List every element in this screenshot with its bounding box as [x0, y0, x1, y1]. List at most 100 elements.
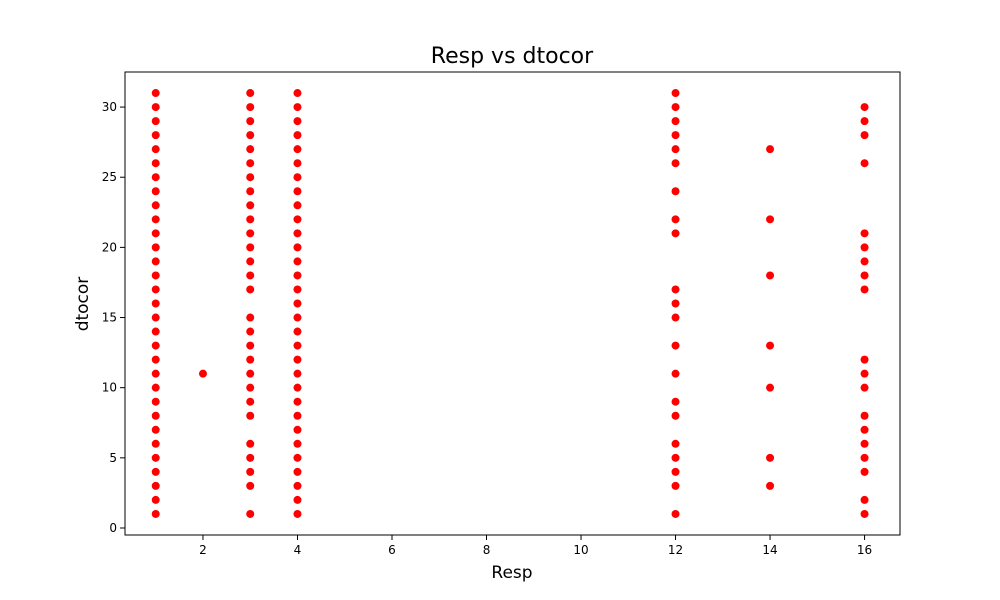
- data-point: [293, 229, 302, 238]
- y-tick-label: 20: [102, 240, 117, 254]
- data-point: [246, 467, 255, 476]
- data-point: [671, 285, 680, 294]
- data-point: [151, 117, 160, 126]
- data-point: [151, 173, 160, 182]
- data-point: [671, 439, 680, 448]
- data-point: [671, 411, 680, 420]
- data-point: [293, 313, 302, 322]
- data-point: [198, 369, 207, 378]
- data-point: [151, 425, 160, 434]
- y-axis-ticks: 0 5 10 15 20 25 30: [102, 100, 125, 535]
- x-tick-label: 12: [668, 543, 683, 557]
- data-point: [293, 369, 302, 378]
- data-point: [151, 313, 160, 322]
- x-axis-label: Resp: [491, 563, 532, 583]
- data-point: [151, 159, 160, 168]
- data-point: [246, 411, 255, 420]
- data-point: [151, 369, 160, 378]
- y-tick-label: 15: [102, 311, 117, 325]
- data-point: [671, 481, 680, 490]
- data-point: [293, 103, 302, 112]
- data-point: [293, 495, 302, 504]
- data-point: [151, 481, 160, 490]
- data-point: [246, 257, 255, 266]
- chart-title: Resp vs dtocor: [431, 44, 594, 69]
- data-point: [671, 467, 680, 476]
- data-point: [671, 369, 680, 378]
- data-point: [766, 383, 775, 392]
- data-point: [246, 355, 255, 364]
- data-point: [293, 425, 302, 434]
- x-axis-ticks: 2 4 6 8 10 12 14 16: [199, 535, 872, 557]
- data-point: [766, 341, 775, 350]
- data-point: [766, 215, 775, 224]
- x-tick-label: 14: [762, 543, 777, 557]
- data-point: [671, 453, 680, 462]
- data-point: [246, 397, 255, 406]
- data-point: [151, 271, 160, 280]
- data-point: [246, 285, 255, 294]
- data-point: [671, 187, 680, 196]
- data-point: [151, 453, 160, 462]
- data-point: [293, 467, 302, 476]
- data-point: [246, 89, 255, 98]
- data-point: [151, 103, 160, 112]
- data-point: [246, 103, 255, 112]
- data-point: [246, 159, 255, 168]
- data-point: [671, 215, 680, 224]
- data-point: [293, 187, 302, 196]
- data-point: [860, 439, 869, 448]
- data-point: [151, 439, 160, 448]
- data-point: [671, 397, 680, 406]
- data-point: [293, 327, 302, 336]
- data-point: [151, 201, 160, 210]
- data-point: [246, 341, 255, 350]
- data-point: [860, 453, 869, 462]
- data-point: [246, 201, 255, 210]
- data-point: [246, 481, 255, 490]
- data-point: [860, 495, 869, 504]
- data-point: [860, 103, 869, 112]
- data-point: [151, 257, 160, 266]
- data-point: [151, 89, 160, 98]
- data-point: [293, 439, 302, 448]
- data-point: [246, 145, 255, 154]
- data-point: [293, 299, 302, 308]
- data-point: [246, 369, 255, 378]
- data-point: [860, 425, 869, 434]
- data-point: [766, 481, 775, 490]
- data-point: [860, 285, 869, 294]
- data-point: [151, 145, 160, 154]
- data-point: [860, 369, 869, 378]
- data-point: [671, 313, 680, 322]
- data-point: [671, 131, 680, 140]
- data-point: [766, 145, 775, 154]
- data-point: [293, 383, 302, 392]
- x-tick-label: 6: [388, 543, 396, 557]
- data-point: [860, 131, 869, 140]
- data-point: [860, 411, 869, 420]
- data-point: [151, 327, 160, 336]
- data-point: [860, 467, 869, 476]
- data-point: [246, 131, 255, 140]
- data-point: [860, 257, 869, 266]
- data-point: [860, 383, 869, 392]
- data-point: [293, 271, 302, 280]
- data-point: [293, 117, 302, 126]
- data-point: [151, 495, 160, 504]
- data-point: [246, 173, 255, 182]
- data-point: [151, 411, 160, 420]
- data-point: [860, 229, 869, 238]
- data-point: [151, 131, 160, 140]
- data-point: [151, 187, 160, 196]
- data-point: [151, 299, 160, 308]
- data-point: [151, 509, 160, 518]
- data-point: [860, 159, 869, 168]
- data-point: [151, 285, 160, 294]
- data-point: [293, 173, 302, 182]
- data-point: [671, 103, 680, 112]
- data-point: [671, 509, 680, 518]
- data-point: [293, 411, 302, 420]
- data-point: [151, 355, 160, 364]
